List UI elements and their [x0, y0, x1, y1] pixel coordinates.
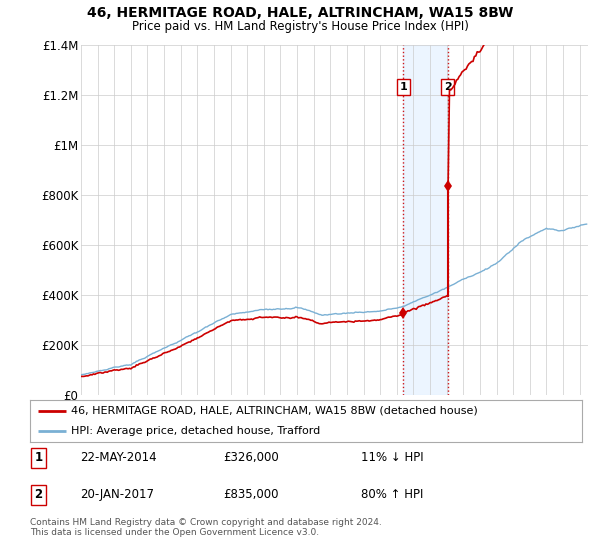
Text: HPI: Average price, detached house, Trafford: HPI: Average price, detached house, Traf…	[71, 426, 320, 436]
Text: 46, HERMITAGE ROAD, HALE, ALTRINCHAM, WA15 8BW (detached house): 46, HERMITAGE ROAD, HALE, ALTRINCHAM, WA…	[71, 406, 478, 416]
Bar	[403, 45, 448, 395]
Text: 22-MAY-2014: 22-MAY-2014	[80, 451, 157, 464]
Text: 2: 2	[34, 488, 43, 501]
Text: 80% ↑ HPI: 80% ↑ HPI	[361, 488, 424, 501]
Text: Contains HM Land Registry data © Crown copyright and database right 2024.
This d: Contains HM Land Registry data © Crown c…	[30, 518, 382, 538]
Text: 1: 1	[400, 82, 407, 92]
Text: 11% ↓ HPI: 11% ↓ HPI	[361, 451, 424, 464]
Text: 20-JAN-2017: 20-JAN-2017	[80, 488, 154, 501]
Text: £326,000: £326,000	[223, 451, 279, 464]
Text: Price paid vs. HM Land Registry's House Price Index (HPI): Price paid vs. HM Land Registry's House …	[131, 20, 469, 32]
Text: 1: 1	[34, 451, 43, 464]
Text: 2: 2	[444, 82, 451, 92]
Text: 46, HERMITAGE ROAD, HALE, ALTRINCHAM, WA15 8BW: 46, HERMITAGE ROAD, HALE, ALTRINCHAM, WA…	[87, 6, 513, 20]
Text: £835,000: £835,000	[223, 488, 278, 501]
